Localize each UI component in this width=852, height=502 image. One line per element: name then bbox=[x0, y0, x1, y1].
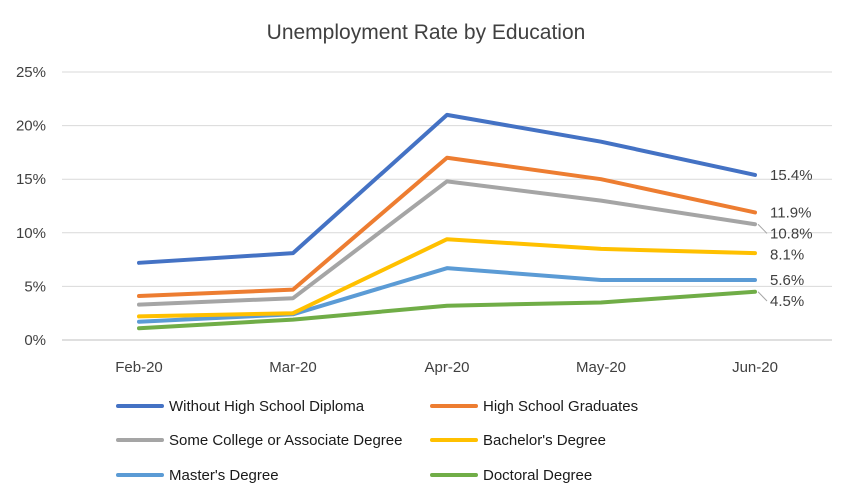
x-tick-label: Jun-20 bbox=[732, 359, 778, 376]
series-line-master-s-degree bbox=[137, 266, 757, 324]
chart-title: Unemployment Rate by Education bbox=[267, 21, 586, 44]
y-tick-label: 20% bbox=[16, 118, 46, 135]
data-label-master-s-degree: 5.6% bbox=[770, 272, 804, 289]
series-line-without-high-school-diploma bbox=[137, 112, 757, 265]
legend: Without High School Diploma High School G… bbox=[116, 398, 638, 484]
legend-item-master-s-degree: Master's Degree bbox=[116, 467, 279, 484]
y-tick-label: 15% bbox=[16, 171, 46, 188]
y-axis-tick-labels: 0% 5% 10% 15% 20% 25% bbox=[16, 64, 46, 349]
series-lines bbox=[137, 112, 757, 331]
series-line-some-college-or-associate-degree bbox=[137, 179, 757, 307]
x-tick-label: Apr-20 bbox=[424, 359, 469, 376]
end-data-labels: 15.4% 11.9% 10.8% 8.1% 5.6% 4.5% bbox=[757, 167, 813, 310]
legend-item-some-college-or-associate-degree: Some College or Associate Degree bbox=[116, 432, 402, 449]
data-label-high-school-graduates: 11.9% bbox=[770, 204, 811, 221]
data-label-some-college-or-associate-degree: 10.8% bbox=[770, 225, 813, 242]
series-line-high-school-graduates bbox=[137, 155, 757, 299]
data-label-without-high-school-diploma: 15.4% bbox=[770, 167, 813, 184]
series-line-bachelor-s-degree bbox=[137, 237, 757, 319]
x-axis-tick-labels: Feb-20 Mar-20 Apr-20 May-20 Jun-20 bbox=[115, 359, 778, 376]
legend-item-bachelor-s-degree: Bachelor's Degree bbox=[430, 432, 606, 449]
data-label-leader bbox=[757, 223, 768, 234]
legend-item-without-high-school-diploma: Without High School Diploma bbox=[116, 398, 365, 415]
legend-item-high-school-graduates: High School Graduates bbox=[430, 398, 638, 415]
legend-label: Some College or Associate Degree bbox=[169, 432, 402, 449]
y-tick-label: 10% bbox=[16, 225, 46, 242]
data-label-leader bbox=[757, 291, 768, 302]
legend-item-doctoral-degree: Doctoral Degree bbox=[430, 467, 592, 484]
x-tick-label: Feb-20 bbox=[115, 359, 163, 376]
gridlines bbox=[62, 71, 832, 341]
legend-label: Master's Degree bbox=[169, 467, 279, 484]
y-tick-label: 5% bbox=[24, 278, 46, 295]
series-line-doctoral-degree bbox=[137, 289, 757, 331]
y-tick-label: 25% bbox=[16, 64, 46, 81]
data-label-doctoral-degree: 4.5% bbox=[770, 293, 804, 310]
legend-label: Without High School Diploma bbox=[169, 398, 365, 415]
legend-label: High School Graduates bbox=[483, 398, 638, 415]
x-tick-label: May-20 bbox=[576, 359, 626, 376]
x-tick-label: Mar-20 bbox=[269, 359, 317, 376]
legend-label: Bachelor's Degree bbox=[483, 432, 606, 449]
y-tick-label: 0% bbox=[24, 332, 46, 349]
data-label-bachelor-s-degree: 8.1% bbox=[770, 246, 804, 263]
legend-label: Doctoral Degree bbox=[483, 467, 592, 484]
